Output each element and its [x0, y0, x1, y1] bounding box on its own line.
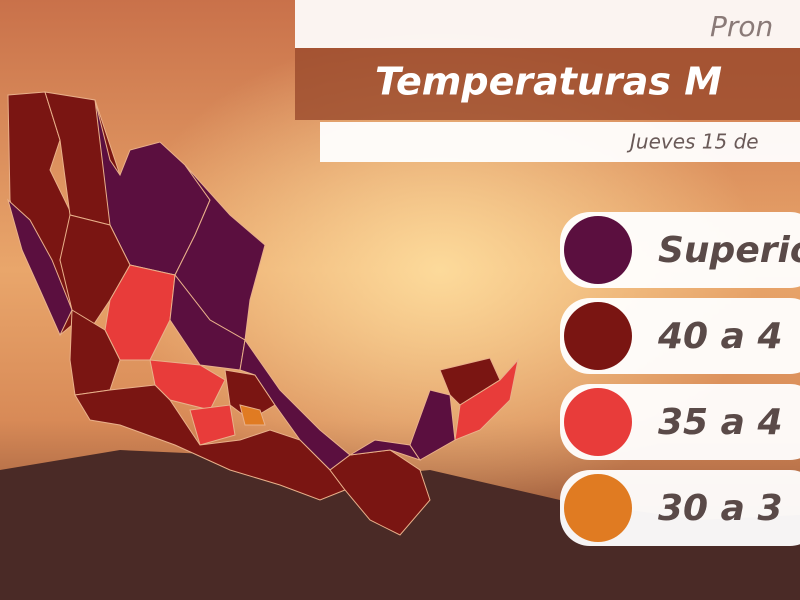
region — [189, 404, 236, 446]
legend-label: 30 a 3 — [658, 488, 783, 529]
title-banner — [295, 48, 800, 120]
region — [454, 358, 519, 441]
kicker-banner — [295, 0, 800, 48]
legend-swatch — [564, 302, 632, 370]
legend-swatch — [564, 388, 632, 456]
kicker: Pron — [710, 10, 773, 43]
region — [409, 389, 456, 461]
date: Jueves 15 de — [626, 130, 759, 154]
region — [224, 369, 276, 421]
legend-label: 35 a 4 — [658, 402, 783, 443]
legend-swatch — [564, 216, 632, 284]
legend-label: 40 a 4 — [657, 316, 783, 357]
date-banner — [320, 122, 800, 162]
region — [239, 404, 266, 426]
title: Temperaturas M — [375, 60, 722, 104]
legend-label: Superio — [658, 230, 800, 271]
map — [7, 91, 519, 536]
legend: Superio 40 a 4 35 a 4 30 a 3 — [560, 212, 800, 546]
legend-swatch — [564, 474, 632, 542]
region — [7, 198, 73, 337]
region — [59, 214, 131, 331]
